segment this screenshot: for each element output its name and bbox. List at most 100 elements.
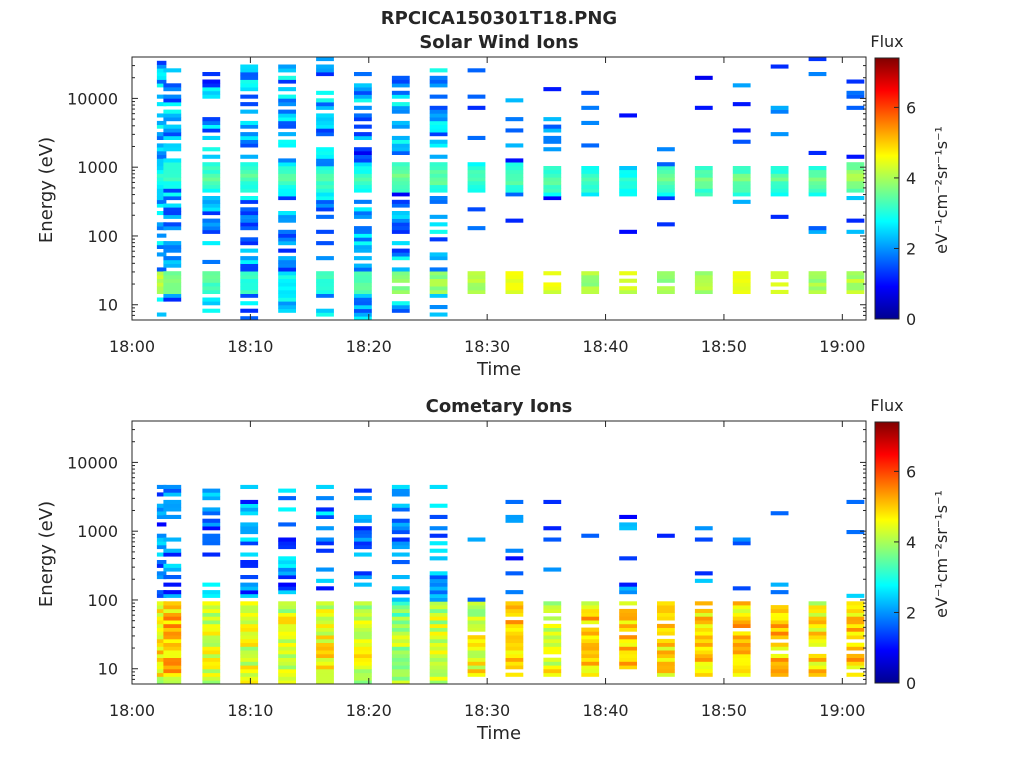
spectrogram-cell <box>316 669 334 674</box>
spectrogram-cell <box>354 229 372 234</box>
spectrogram-cell <box>657 274 675 279</box>
spectrogram-cell <box>156 627 167 632</box>
spectrogram-cell <box>467 669 486 674</box>
spectrogram-cell <box>846 169 865 174</box>
spectrogram-cell <box>429 638 448 643</box>
spectrogram-cell <box>581 665 600 670</box>
spectrogram-cell <box>278 181 296 186</box>
spectrogram-cell <box>316 608 334 613</box>
x-tick-label: 18:10 <box>227 337 273 356</box>
spectrogram-cell <box>163 113 182 118</box>
spectrogram-cell <box>694 642 713 647</box>
spectrogram-cell <box>505 166 524 171</box>
spectrogram-cell <box>770 669 789 674</box>
spectrogram-cell <box>240 623 259 628</box>
spectrogram-cell <box>619 646 637 651</box>
spectrogram-cell <box>505 98 524 103</box>
spectrogram-cell <box>429 286 448 291</box>
spectrogram-cell <box>354 552 372 557</box>
spectrogram-cell <box>202 672 221 677</box>
spectrogram-cell <box>156 537 167 542</box>
spectrogram-cell <box>808 150 827 155</box>
x-tick-label: 18:00 <box>109 337 155 356</box>
spectrogram-cell <box>391 560 410 565</box>
spectrogram-cell <box>240 154 259 159</box>
spectrogram-cell <box>391 94 410 99</box>
spectrogram-cell <box>278 642 296 647</box>
spectrogram-cell <box>391 653 410 658</box>
spectrogram-cell <box>391 631 410 636</box>
spectrogram-cell <box>156 166 167 171</box>
spectrogram-cell <box>202 582 221 587</box>
spectrogram-cell <box>278 120 296 125</box>
spectrogram-cell <box>732 672 751 677</box>
spectrogram-cell <box>278 169 296 174</box>
spectrogram-cell <box>846 499 865 504</box>
spectrogram-cell <box>808 278 827 283</box>
spectrogram-cell <box>657 623 675 628</box>
spectrogram-cell <box>543 289 562 294</box>
spectrogram-cell <box>581 669 600 674</box>
spectrogram-cell <box>202 593 221 598</box>
spectrogram-cell <box>156 226 167 231</box>
spectrogram-cell <box>240 301 259 306</box>
spectrogram-cell <box>505 612 524 617</box>
spectrogram-cell <box>391 75 410 80</box>
colorbar-tick-label: 2 <box>906 239 916 258</box>
spectrogram-cell <box>163 244 182 249</box>
spectrogram-cell <box>429 514 448 519</box>
colorbar-ticks: 0 2 4 6 <box>894 98 916 329</box>
spectrogram-cell <box>505 274 524 279</box>
spectrogram-cell <box>354 166 372 171</box>
spectrogram-cell <box>156 60 167 65</box>
spectrogram-cell <box>581 608 600 613</box>
spectrogram-cell <box>163 128 182 133</box>
spectrogram-cell <box>770 271 789 276</box>
spectrogram-cell <box>732 661 751 666</box>
spectrogram-cell <box>156 312 167 317</box>
spectrogram-cell <box>657 181 675 186</box>
spectrogram-cell <box>163 226 182 231</box>
spectrogram-cell <box>163 196 182 201</box>
spectrogram-cell <box>163 263 182 268</box>
spectrogram-cell <box>316 271 334 276</box>
spectrogram-cell <box>202 199 221 204</box>
spectrogram-cell <box>657 616 675 621</box>
spectrogram-cell <box>657 646 675 651</box>
spectrogram-cell <box>429 305 448 310</box>
spectrogram-cell <box>163 68 182 73</box>
spectrogram-cell <box>657 289 675 294</box>
spectrogram-cell <box>732 665 751 670</box>
spectrogram-cell <box>657 184 675 189</box>
spectrogram-cell <box>694 526 713 531</box>
spectrogram-cell <box>316 635 334 640</box>
spectrogram-cell <box>846 672 865 677</box>
spectrogram-cell <box>808 229 827 234</box>
spectrogram-cell <box>202 259 221 264</box>
spectrogram-cell <box>391 608 410 613</box>
spectrogram-cell <box>770 620 789 625</box>
spectrogram-cell <box>163 214 182 219</box>
spectrogram-cell <box>202 669 221 674</box>
spectrogram-cell <box>505 162 524 167</box>
spectrogram-cell <box>694 105 713 110</box>
spectrogram-cell <box>202 657 221 662</box>
spectrogram-cell <box>429 646 448 651</box>
spectrogram-cell <box>770 169 789 174</box>
spectrogram-cell <box>505 117 524 122</box>
spectrogram-cell <box>163 297 182 302</box>
spectrogram-cell <box>354 605 372 610</box>
spectrogram-cell <box>770 105 789 110</box>
spectrogram-cell <box>278 541 296 546</box>
spectrogram-cell <box>354 274 372 279</box>
spectrogram-cell <box>770 282 789 287</box>
spectrogram-cell <box>240 657 259 662</box>
spectrogram-cell <box>429 154 448 159</box>
spectrogram-cell <box>391 530 410 535</box>
spectrogram-cell <box>354 132 372 137</box>
spectrogram-cell <box>429 571 448 576</box>
spectrogram-cell <box>391 301 410 306</box>
spectrogram-cell <box>202 552 221 557</box>
spectrogram-cell <box>770 616 789 621</box>
spectrogram-cell <box>467 605 486 610</box>
